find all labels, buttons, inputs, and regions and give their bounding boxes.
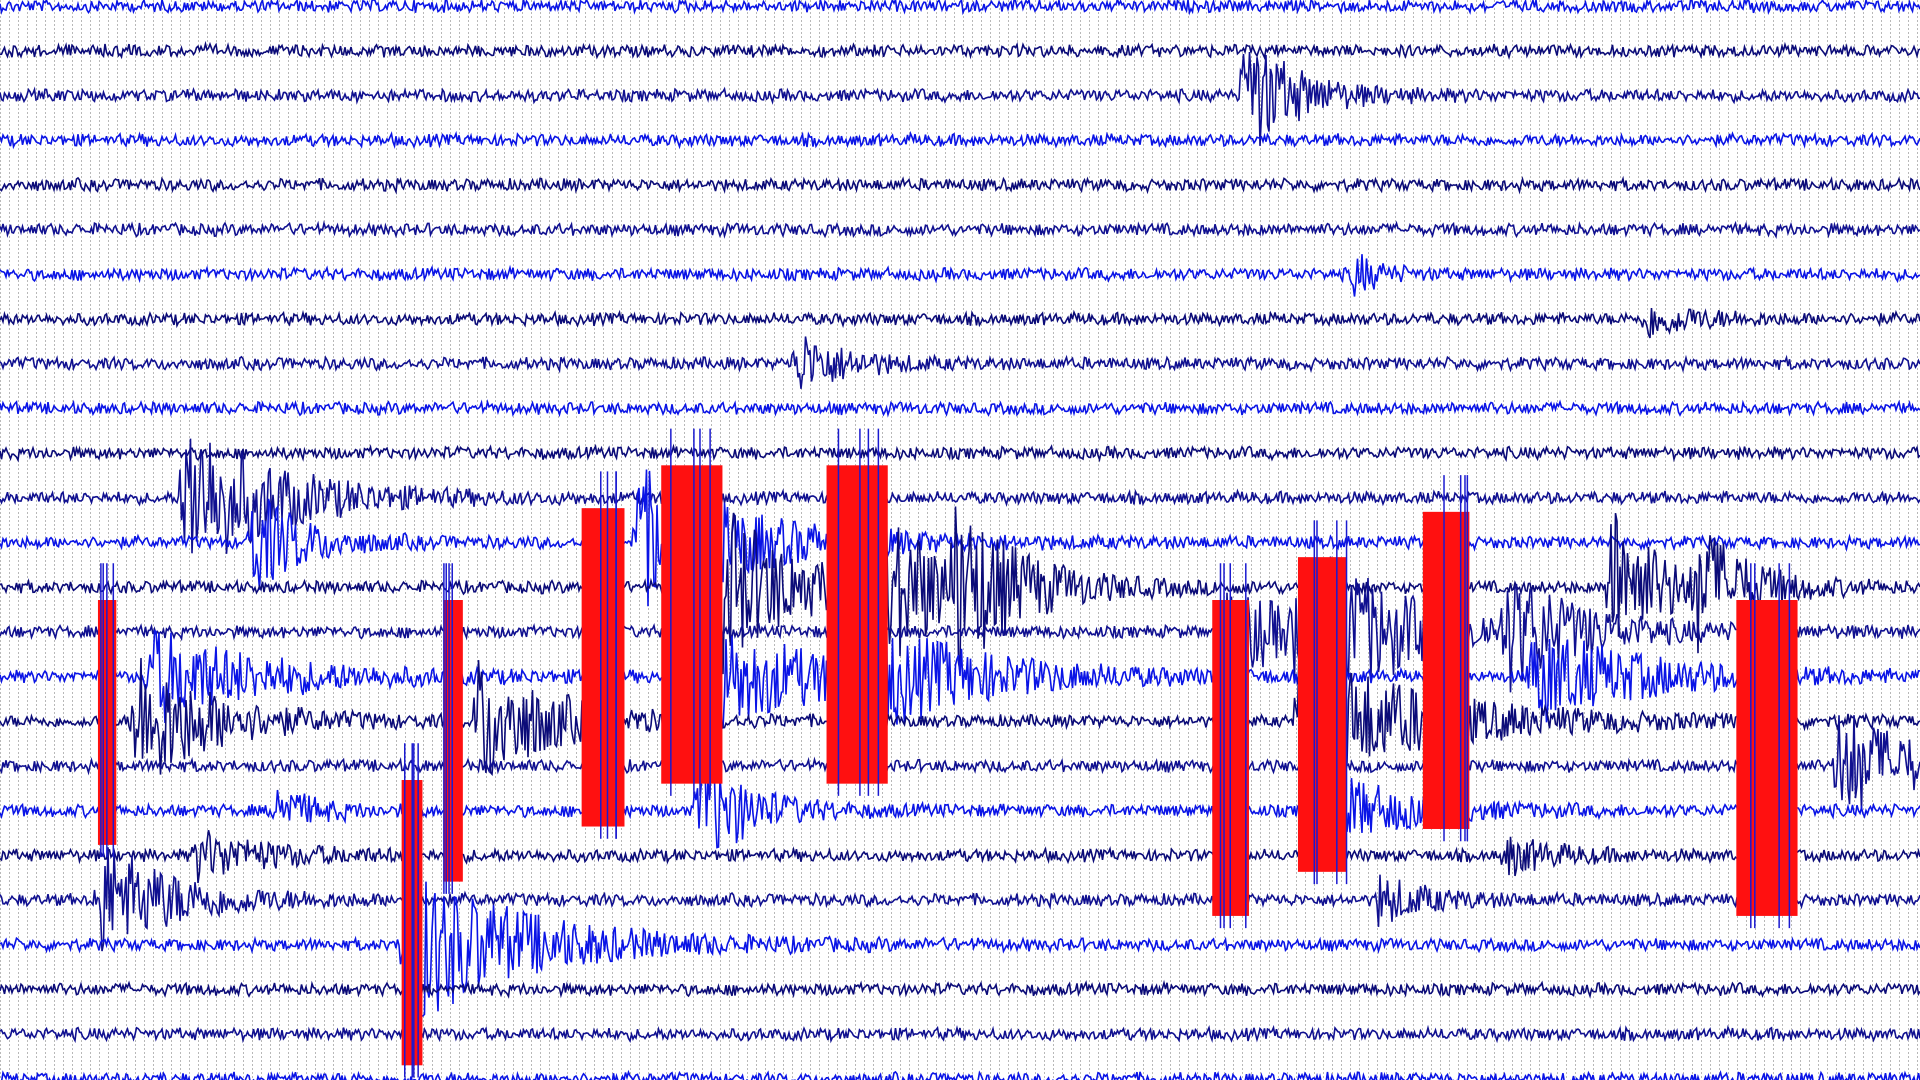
trace [0,254,1920,297]
trace [0,881,1920,1018]
clipped-signal [443,600,463,882]
clipped-signal [826,465,888,784]
trace [0,469,1920,607]
trace [0,443,1920,463]
clipped-signal [1736,600,1798,916]
trace [0,307,1920,339]
trace [0,1069,1920,1080]
trace [0,336,1920,389]
clipped-signal [1297,557,1347,872]
trace [0,847,1920,952]
trace [0,175,1920,195]
trace [0,130,1920,150]
trace [0,646,1920,787]
trace [0,758,1920,854]
trace [0,556,1920,726]
trace [0,220,1920,240]
trace [0,622,1920,729]
trace [0,40,1920,61]
trace [0,438,1920,554]
trace [0,0,1920,16]
trace [0,979,1920,999]
trace [0,51,1920,146]
trace [0,715,1920,811]
clipped-signal [581,508,625,827]
trace [0,399,1920,418]
trace [0,830,1920,884]
clipped-signal [1422,511,1470,829]
trace [0,1024,1920,1044]
